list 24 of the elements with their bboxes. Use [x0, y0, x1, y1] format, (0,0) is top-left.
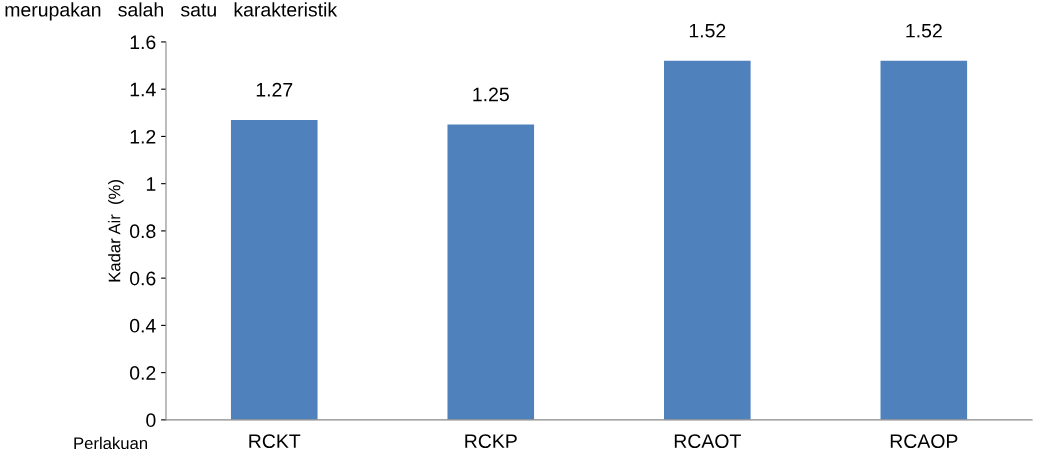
y-tick-label: 0.6: [129, 271, 156, 286]
y-tick-label: 1.4: [130, 82, 156, 97]
data-label: 1.25: [473, 87, 509, 102]
bar: [880, 60, 968, 420]
data-label: 1.52: [906, 23, 942, 38]
bar: [447, 124, 535, 420]
x-axis-title: Perlakuan: [74, 436, 147, 450]
y-tick-label: 0.8: [129, 224, 156, 239]
data-label: 1.52: [689, 23, 726, 38]
y-tick-label: 0.2: [129, 366, 156, 380]
y-tick-label: 0: [146, 413, 156, 428]
y-tick-label: 0.4: [129, 318, 156, 333]
x-tick-label: RCAOT: [674, 434, 741, 449]
y-tick-label: 1.2: [130, 129, 156, 144]
text: merupakan salah satu karakteristik: [5, 2, 338, 21]
y-tick-label: 1.6: [130, 35, 156, 50]
bar: [663, 60, 751, 420]
data-label: 1.27: [256, 82, 293, 97]
y-tick-label: 1: [146, 177, 156, 191]
x-tick-label: RCKP: [465, 434, 517, 449]
x-tick-label: RCAOP: [890, 434, 958, 449]
bar: [230, 119, 318, 420]
x-tick-label: RCKT: [249, 434, 301, 449]
y-axis-title: Kadar Air (%): [108, 180, 124, 282]
